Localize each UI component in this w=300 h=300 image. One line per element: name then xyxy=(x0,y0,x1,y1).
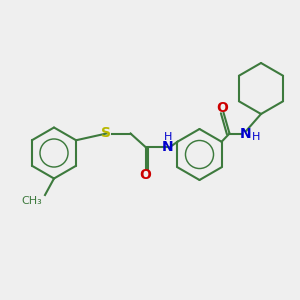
Text: CH₃: CH₃ xyxy=(22,196,43,206)
Text: O: O xyxy=(216,101,228,115)
Text: H: H xyxy=(164,133,172,142)
Text: O: O xyxy=(140,168,152,182)
Text: H: H xyxy=(252,131,261,142)
Text: S: S xyxy=(101,126,112,140)
Text: N: N xyxy=(240,127,252,140)
Text: N: N xyxy=(162,140,174,154)
